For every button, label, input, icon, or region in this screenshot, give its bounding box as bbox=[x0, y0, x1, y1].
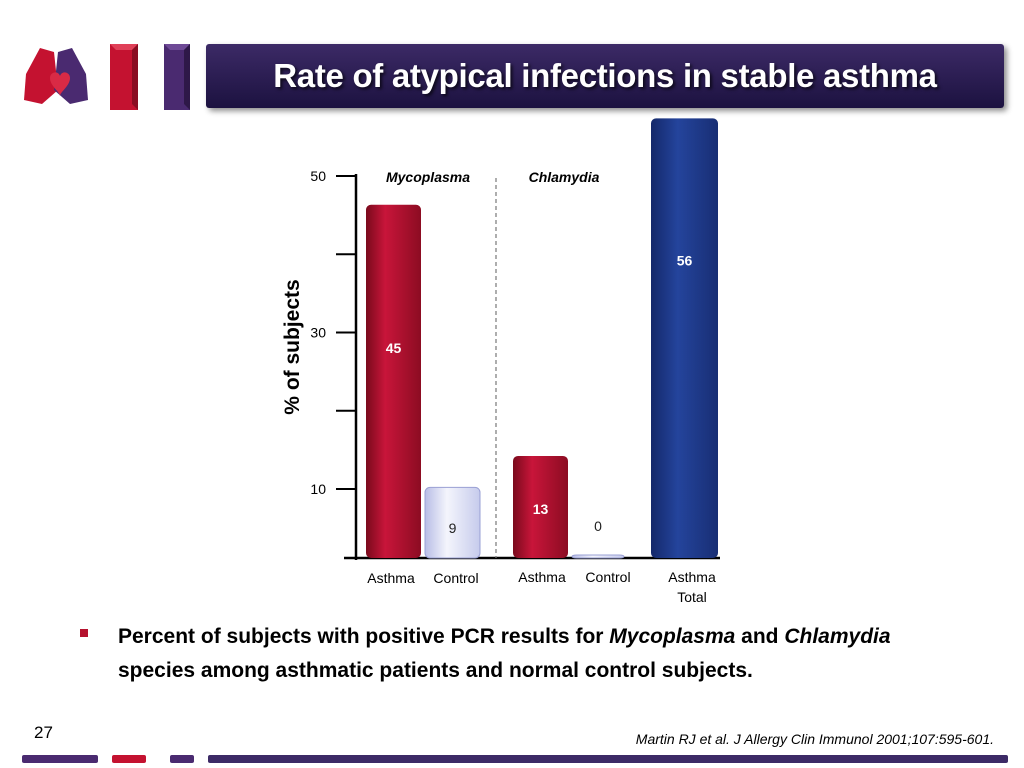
bullet-italic-chlamydia: Chlamydia bbox=[784, 625, 891, 648]
title-bar: Rate of atypical infections in stable as… bbox=[206, 44, 1004, 108]
bullet-point: Percent of subjects with positive PCR re… bbox=[80, 620, 940, 688]
bar bbox=[651, 118, 718, 559]
bar-category-label: Control bbox=[433, 570, 478, 586]
bullet-text: Percent of subjects with positive PCR re… bbox=[118, 620, 940, 688]
bar-category-label: Asthma bbox=[668, 569, 716, 585]
bar-value-label: 56 bbox=[677, 252, 693, 268]
purple-block-icon bbox=[164, 44, 190, 110]
y-tick-label: 10 bbox=[310, 481, 326, 497]
lungs-icon bbox=[24, 48, 88, 104]
red-block-icon bbox=[110, 44, 138, 110]
bar-category-label: Control bbox=[585, 569, 630, 585]
bar-category-label: Asthma bbox=[367, 570, 415, 586]
slide-number: 27 bbox=[34, 723, 53, 742]
bar bbox=[571, 554, 625, 559]
footer-bar-long bbox=[208, 755, 1008, 763]
bar-value-label: 45 bbox=[386, 340, 402, 356]
bar bbox=[424, 486, 481, 559]
citation: Martin RJ et al. J Allergy Clin Immunol … bbox=[635, 731, 994, 747]
bullet-italic-mycoplasma: Mycoplasma bbox=[609, 625, 736, 648]
group-label: Chlamydia bbox=[529, 169, 600, 185]
slide-title: Rate of atypical infections in stable as… bbox=[273, 57, 937, 94]
y-tick-label: 50 bbox=[310, 168, 326, 184]
bullet-text-part: species among asthmatic patients and nor… bbox=[118, 659, 753, 682]
bar-value-label: 0 bbox=[594, 518, 602, 534]
y-tick-label: 30 bbox=[310, 325, 326, 341]
bullet-text-part: Percent of subjects with positive PCR re… bbox=[118, 625, 610, 648]
group-label: Mycoplasma bbox=[386, 169, 470, 185]
bullet-text-part: and bbox=[735, 625, 785, 648]
logo bbox=[18, 40, 198, 112]
bar-value-label: 13 bbox=[533, 501, 549, 517]
footer-bar-purple bbox=[22, 755, 98, 763]
bar-value-label: 9 bbox=[449, 520, 457, 536]
bullet-marker-icon bbox=[80, 629, 88, 637]
bar-category-label: Asthma bbox=[518, 569, 566, 585]
footer-bar-small bbox=[170, 755, 194, 763]
bar-category-label: Total bbox=[677, 589, 707, 605]
bar bbox=[366, 204, 421, 558]
y-axis-label: % of subjects bbox=[281, 279, 304, 414]
footer-bar-red bbox=[112, 755, 146, 763]
bar bbox=[513, 455, 568, 558]
